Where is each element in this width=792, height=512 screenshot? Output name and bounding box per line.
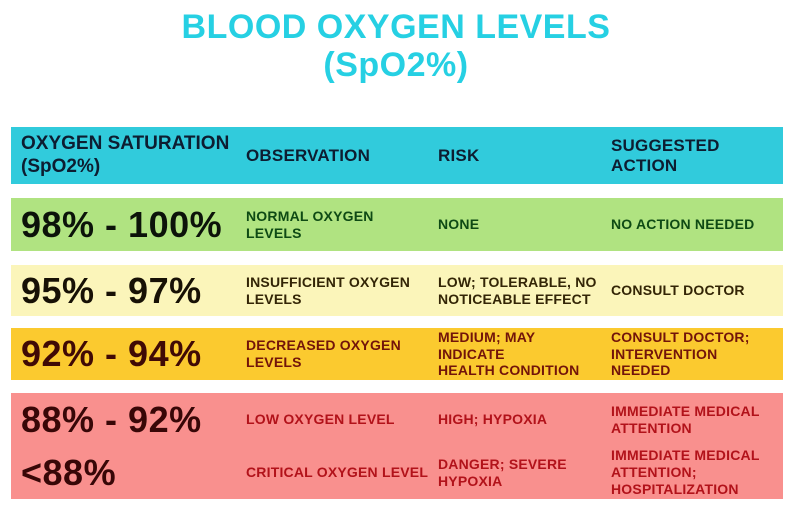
action-value: NO ACTION NEEDED [611,216,755,233]
observation-value: INSUFFICIENT OXYGEN LEVELS [246,273,411,307]
risk-value: LOW; TOLERABLE, NO NOTICEABLE EFFECT [438,273,597,307]
action-value: IMMEDIATE MEDICAL ATTENTION [611,402,760,436]
table-row-critical: <88% CRITICAL OXYGEN LEVEL DANGER; SEVER… [11,446,783,499]
header-suggested-action: SUGGESTED ACTION [611,135,720,175]
table-row-normal: 98% - 100% NORMAL OXYGEN LEVELS NONE NO … [11,198,783,251]
page-title: BLOOD OXYGEN LEVELS (SpO2%) [0,8,792,85]
table-row-decreased: 92% - 94% DECREASED OXYGEN LEVELS MEDIUM… [11,328,783,380]
risk-value: NONE [438,216,480,233]
saturation-range: 98% - 100% [21,203,223,245]
action-value: IMMEDIATE MEDICAL ATTENTION; HOSPITALIZA… [611,447,760,497]
risk-value: DANGER; SEVERE HYPOXIA [438,455,567,489]
table-block-low-critical: 88% - 92% LOW OXYGEN LEVEL HIGH; HYPOXIA… [11,393,783,499]
header-oxygen-saturation: OXYGEN SATURATION (SpO2%) [21,133,230,177]
observation-value: DECREASED OXYGEN LEVELS [246,337,401,370]
action-value: CONSULT DOCTOR [611,282,745,299]
page-title-line2: (SpO2%) [323,46,469,85]
risk-value: MEDIUM; MAY INDICATE HEALTH CONDITION [438,328,580,379]
saturation-range: 95% - 97% [21,269,202,311]
observation-value: LOW OXYGEN LEVEL [246,411,395,428]
page-title-line1: BLOOD OXYGEN LEVELS [181,8,611,46]
observation-value: NORMAL OXYGEN LEVELS [246,207,374,241]
table-header-row: OXYGEN SATURATION (SpO2%) OBSERVATION RI… [11,127,783,184]
header-observation: OBSERVATION [246,145,371,165]
risk-value: HIGH; HYPOXIA [438,411,548,428]
table-row-low: 88% - 92% LOW OXYGEN LEVEL HIGH; HYPOXIA… [11,393,783,446]
action-value: CONSULT DOCTOR; INTERVENTION NEEDED [611,328,750,379]
saturation-range: <88% [21,451,117,493]
saturation-range: 92% - 94% [21,333,202,374]
saturation-range: 88% - 92% [21,398,202,440]
spo2-table: OXYGEN SATURATION (SpO2%) OBSERVATION RI… [11,127,783,499]
table-row-insufficient: 95% - 97% INSUFFICIENT OXYGEN LEVELS LOW… [11,265,783,316]
header-risk: RISK [438,145,480,165]
observation-value: CRITICAL OXYGEN LEVEL [246,464,429,481]
